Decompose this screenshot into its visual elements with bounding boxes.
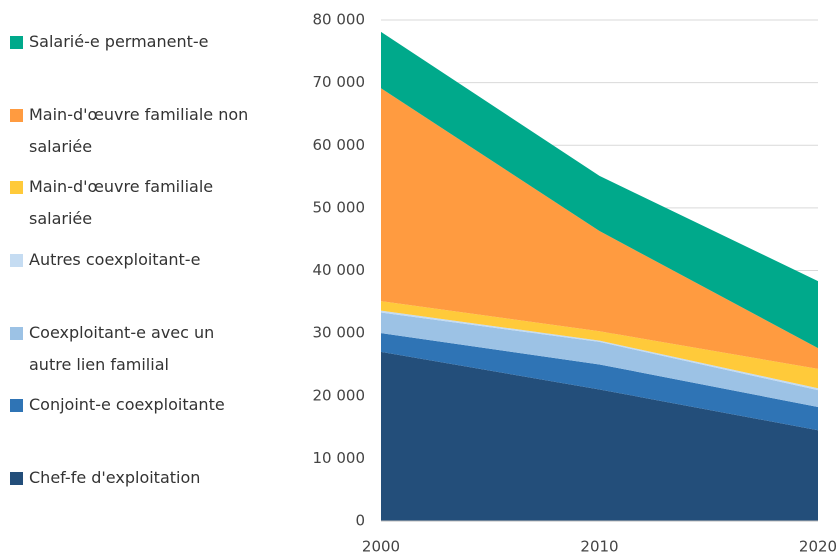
- legend-entry: Coexploitant-e avec un autre lien famili…: [10, 317, 260, 381]
- area: [381, 88, 818, 369]
- legend-swatch: [10, 36, 23, 49]
- legend-swatch: [10, 399, 23, 412]
- y-tick-label: 20 000: [313, 386, 366, 404]
- legend-label: Conjoint-e coexploitante: [29, 395, 225, 414]
- x-tick-label: 2010: [580, 538, 618, 556]
- legend-label: Chef-fe d'exploitation: [29, 468, 201, 487]
- legend-swatch: [10, 472, 23, 485]
- y-tick-label: 10 000: [313, 449, 366, 467]
- legend-label: Coexploitant-e avec un autre lien famili…: [29, 323, 215, 374]
- area: [381, 351, 818, 521]
- area: [381, 31, 818, 349]
- y-tick-label: 80 000: [313, 11, 366, 29]
- legend-label: Main-d'œuvre familiale non salariée: [29, 105, 249, 156]
- y-tick-label: 60 000: [313, 136, 366, 154]
- legend-swatch: [10, 181, 23, 194]
- legend-entry: Main-d'œuvre familiale non salariée: [10, 99, 260, 163]
- area: [381, 301, 818, 389]
- y-tick-label: 30 000: [313, 324, 366, 342]
- legend-entry: Autres coexploitant-e: [10, 244, 260, 276]
- legend-swatch: [10, 109, 23, 122]
- y-tick-label: 50 000: [313, 198, 366, 216]
- x-tick-label: 2000: [362, 538, 400, 556]
- y-tick-label: 0: [355, 512, 365, 530]
- legend-label: Autres coexploitant-e: [29, 250, 201, 269]
- legend-entry: Chef-fe d'exploitation: [10, 462, 260, 494]
- legend-entry: Conjoint-e coexploitante: [10, 389, 260, 421]
- y-tick-label: 70 000: [313, 73, 366, 91]
- x-tick-label: 2020: [799, 538, 837, 556]
- y-tick-label: 40 000: [313, 261, 366, 279]
- legend-swatch: [10, 254, 23, 267]
- legend-entry: Main-d'œuvre familiale salariée: [10, 171, 260, 235]
- legend-entry: Salarié-e permanent-e: [10, 26, 260, 58]
- area: [381, 312, 818, 408]
- area: [381, 333, 818, 431]
- legend-label: Main-d'œuvre familiale salariée: [29, 177, 214, 228]
- legend-label: Salarié-e permanent-e: [29, 32, 209, 51]
- legend-swatch: [10, 327, 23, 340]
